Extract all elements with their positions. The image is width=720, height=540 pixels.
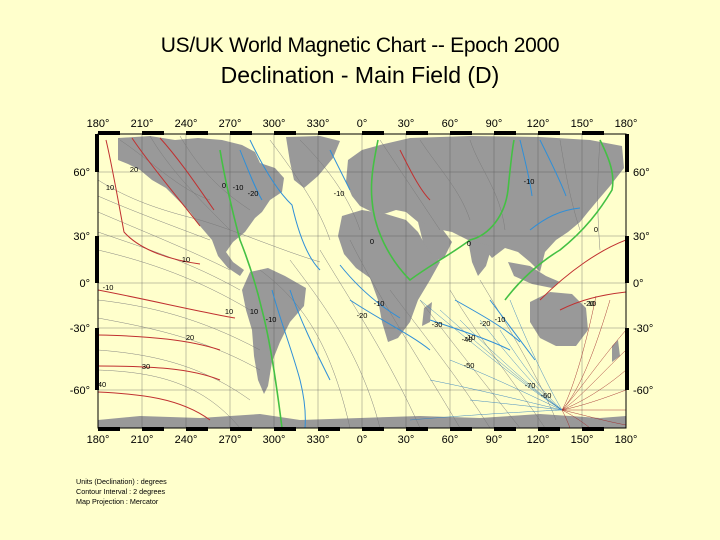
contour-value-label: -70 xyxy=(525,381,536,390)
south-pole-contours-negative xyxy=(409,299,563,421)
longitude-tick-label-bottom: 330° xyxy=(307,434,330,446)
latitude-tick-label-left: -30° xyxy=(70,323,90,335)
contour-value-label: 10 xyxy=(106,183,114,192)
longitude-tick-label-top: 120° xyxy=(527,118,550,130)
latitude-tick-label-left: 30° xyxy=(73,231,90,243)
longitude-tick-label-top: 60° xyxy=(442,118,459,130)
longitude-tick-label-top: 240° xyxy=(175,118,198,130)
contour-value-label: -10 xyxy=(495,315,506,324)
latitude-tick-label-left: 60° xyxy=(73,167,90,179)
land-arabia-india xyxy=(418,222,492,276)
contour-value-label: 20 xyxy=(130,165,138,174)
contour-value-label: -50 xyxy=(464,361,475,370)
longitude-tick-label-bottom: 300° xyxy=(263,434,286,446)
legend-units: Units (Declination) : degrees xyxy=(76,477,167,486)
longitude-tick-label-bottom: 270° xyxy=(219,434,242,446)
longitude-tick-label-bottom: 30° xyxy=(398,434,415,446)
contour-value-label: -10 xyxy=(465,333,476,342)
contour-value-label: -30 xyxy=(432,320,443,329)
contour-value-label: -20 xyxy=(357,311,368,320)
minor-contours xyxy=(98,135,601,428)
contour-value-label: -20 xyxy=(248,189,259,198)
contour-value-label: -10 xyxy=(334,189,345,198)
zero-contours xyxy=(219,139,614,428)
longitude-tick-label-top: 0° xyxy=(357,118,368,130)
contour-value-label: 10 xyxy=(588,299,596,308)
contour-value-label: -10 xyxy=(524,177,535,186)
contour-value-label: 0 xyxy=(594,225,598,234)
longitude-tick-label-bottom: 240° xyxy=(175,434,198,446)
longitude-labels-top: 180° 210° 240° 270° 300° 330° 0° 30° 60° 90° 120° 1… xyxy=(87,118,638,130)
latitude-tick-label-right: 30° xyxy=(633,231,650,243)
south-pole-contours-positive xyxy=(561,295,626,428)
chart-title: US/UK World Magnetic Chart -- Epoch 2000 xyxy=(160,34,560,57)
latitude-tick-label-left: -60° xyxy=(70,385,90,397)
land-new-zealand xyxy=(612,340,620,362)
longitude-tick-label-bottom: 210° xyxy=(131,434,154,446)
latitude-tick-label-right: 60° xyxy=(633,167,650,179)
contour-value-label: -10 xyxy=(266,315,277,324)
latitude-tick-label-right: -60° xyxy=(633,385,653,397)
longitude-tick-label-top: 180° xyxy=(615,118,638,130)
contour-value-label: 0 xyxy=(370,237,374,246)
contour-value-label: -20 xyxy=(480,319,491,328)
longitude-tick-label-bottom: 90° xyxy=(486,434,503,446)
legend-projection: Map Projection : Mercator xyxy=(76,497,159,506)
latitude-tick-label-right: 0° xyxy=(633,278,644,290)
latitude-tick-label-right: -30° xyxy=(633,323,653,335)
longitude-tick-label-top: 180° xyxy=(87,118,110,130)
longitude-tick-label-top: 300° xyxy=(263,118,286,130)
contour-value-label: 20 xyxy=(186,333,194,342)
longitude-tick-label-top: 150° xyxy=(571,118,594,130)
contour-value-label: -60 xyxy=(541,391,552,400)
legend-interval: Contour Interval : 2 degrees xyxy=(76,487,166,496)
land-indonesia xyxy=(508,262,560,288)
agonic-line-asia xyxy=(504,139,614,301)
agonic-line-americas xyxy=(219,149,283,428)
latitude-tick-label-left: 0° xyxy=(79,278,90,290)
graticule xyxy=(98,134,626,428)
land-australia xyxy=(530,292,588,346)
contour-value-label: -10 xyxy=(374,299,385,308)
contour-value-label: -20 xyxy=(584,299,595,308)
longitude-tick-label-bottom: 180° xyxy=(87,434,110,446)
contour-value-label: -10 xyxy=(233,183,244,192)
longitude-tick-label-top: 30° xyxy=(398,118,415,130)
legend-notes: Units (Declination) : degrees Contour In… xyxy=(76,477,167,507)
longitude-tick-label-bottom: 150° xyxy=(571,434,594,446)
longitude-tick-label-bottom: 120° xyxy=(527,434,550,446)
contour-value-label: -40 xyxy=(462,335,473,344)
land-north-america xyxy=(118,136,284,276)
land-greenland xyxy=(286,136,340,188)
longitude-labels-bottom: 180° 210° 240° 270° 300° 330° 0° 30° 60° 90° 120° 1… xyxy=(87,434,638,446)
contour-value-label: -10 xyxy=(103,283,114,292)
contour-value-label: 30 xyxy=(142,362,150,371)
contour-value-label: 40 xyxy=(98,380,106,389)
longitude-tick-label-bottom: 60° xyxy=(442,434,459,446)
agonic-line-africa-europe xyxy=(370,139,515,282)
contour-value-label: 10 xyxy=(250,307,258,316)
contour-value-label: 0 xyxy=(467,239,471,248)
land-africa xyxy=(338,210,440,342)
contour-labels: 20 10 0 -10 -20 -10 -10 0 10 0 -10 10 -10 10 0 -10 -20 -1… xyxy=(98,165,598,400)
contour-value-label: 10 xyxy=(182,255,190,264)
longitude-tick-label-top: 270° xyxy=(219,118,242,130)
latitude-labels-left: 60° 30° 0° -30° -60° xyxy=(70,167,90,397)
chart-subtitle: Declination - Main Field (D) xyxy=(220,62,500,88)
border-ticks xyxy=(95,131,629,431)
latitude-labels-right: 60° 30° 0° -30° -60° xyxy=(633,167,653,397)
contour-value-label: 10 xyxy=(225,307,233,316)
longitude-tick-label-top: 330° xyxy=(307,118,330,130)
longitude-tick-label-top: 210° xyxy=(131,118,154,130)
longitude-tick-label-top: 90° xyxy=(486,118,503,130)
longitude-tick-label-bottom: 180° xyxy=(615,434,638,446)
contour-value-label: 0 xyxy=(222,181,226,190)
negative-contours xyxy=(239,139,581,428)
longitude-tick-label-bottom: 0° xyxy=(357,434,368,446)
positive-contours xyxy=(98,137,626,421)
